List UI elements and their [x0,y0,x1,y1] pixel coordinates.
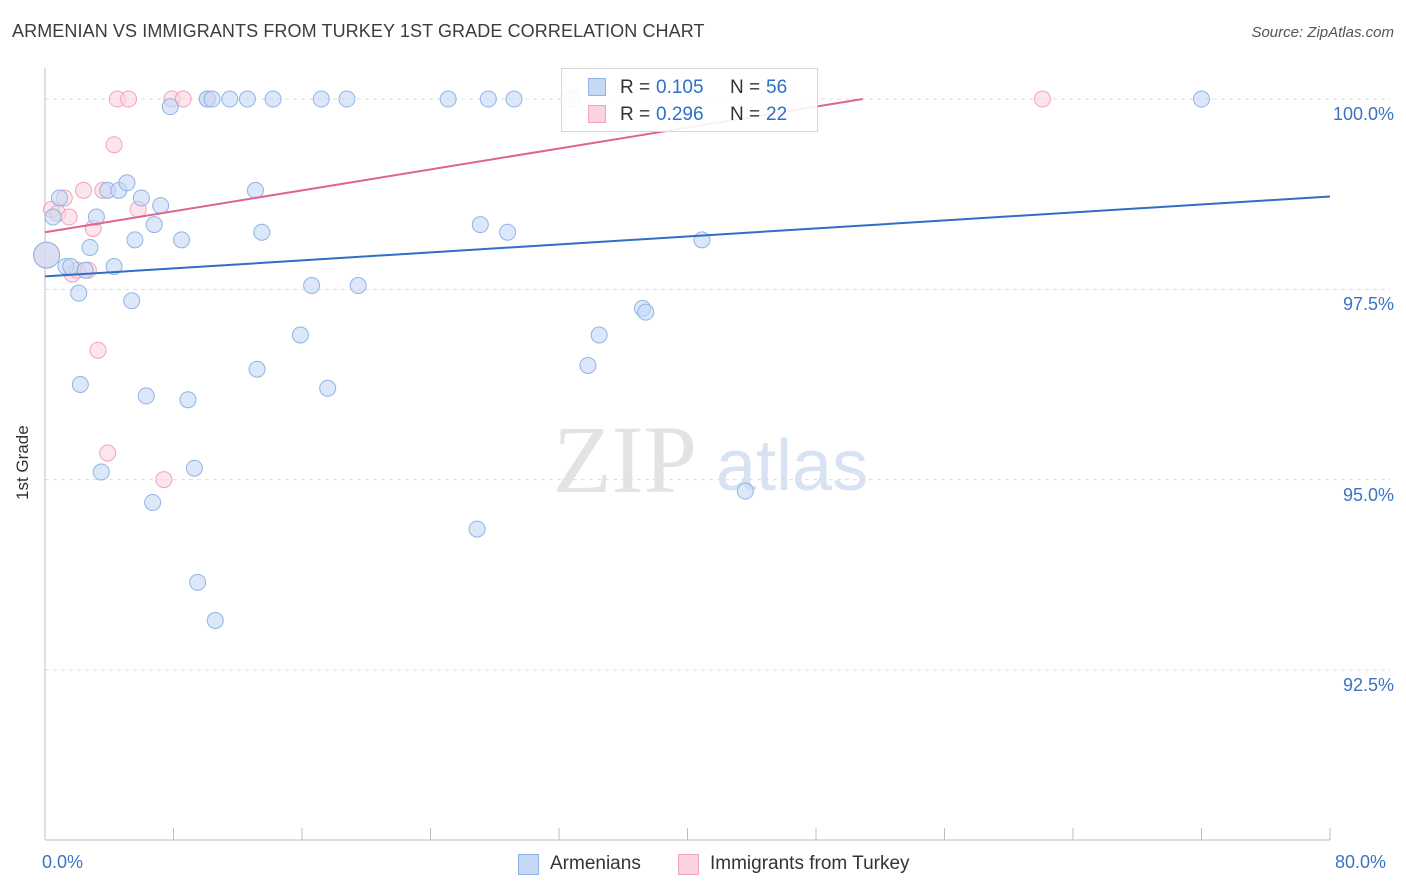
legend-swatch-armenians [588,78,606,96]
armenian-point [468,520,486,538]
armenian-point [81,238,99,256]
armenian-point [253,223,271,241]
turkey-point [89,341,107,359]
turkey-point [155,471,173,489]
armenian-point [439,90,457,108]
legend-r-label: R = [620,77,651,98]
armenian-point [238,90,256,108]
armenian-point [349,277,367,295]
legend-n-label: N = [730,104,761,125]
bottom-legend-label: Immigrants from Turkey [710,853,910,874]
armenian-point [173,231,191,249]
armenian-point [246,181,264,199]
legend-r-label: R = [620,104,651,125]
y-axis-label: 1st Grade [13,425,32,500]
bottom-legend-label: Armenians [550,853,641,874]
armenian-point [505,90,523,108]
source-note: Source: ZipAtlas.com [1251,24,1394,41]
armenian-point [248,360,266,378]
armenian-point [590,326,608,344]
armenian-point [105,257,123,275]
watermark-zip: ZIP [553,406,697,513]
armenian-point [338,90,356,108]
armenian-point [161,98,179,116]
turkey-point [105,136,123,154]
x-tick-label-max: 80.0% [1335,852,1387,872]
armenian-point [303,277,321,295]
armenian-point [471,216,489,234]
chart-title: ARMENIAN VS IMMIGRANTS FROM TURKEY 1ST G… [12,21,705,41]
turkey-point [174,90,192,108]
armenian-point [126,231,144,249]
axes [44,68,1331,841]
legend-n-label: N = [730,77,761,98]
armenian-point [118,174,136,192]
armenian-trend-line [44,195,1331,278]
y-tick-label: 95.0% [1342,484,1394,505]
turkey-point [75,181,93,199]
armenian-point [70,284,88,302]
bottom-legend-swatch-armenians [518,854,539,875]
armenian-point [50,189,68,207]
armenian-point [319,379,337,397]
y-tick-label: 100.0% [1332,104,1394,125]
armenian-point [637,303,655,321]
x-tick-label-min: 0.0% [42,852,84,872]
watermark: ZIP atlas [553,406,868,513]
armenian-point [62,257,80,275]
armenian-point [579,356,597,374]
armenian-point [189,573,207,591]
armenian-point [179,391,197,409]
y-tick-label: 97.5% [1342,294,1394,315]
armenian-point [71,375,89,393]
armenian-point [152,197,170,215]
armenian-point [44,208,62,226]
armenian-point [123,292,141,310]
armenian-point [499,223,517,241]
armenian-point [312,90,330,108]
grid-lines [45,98,1390,671]
armenian-point [87,208,105,226]
armenian-point [479,90,497,108]
armenian-point [33,241,61,269]
armenian-point [92,463,110,481]
turkey-point [120,90,138,108]
armenian-point [203,90,221,108]
armenian-points [33,90,1210,629]
legend-n-value: 22 [766,104,788,125]
armenian-point [291,326,309,344]
armenian-point [221,90,239,108]
armenian-point [264,90,282,108]
armenian-point [206,611,224,629]
armenian-point [132,189,150,207]
armenian-point [76,261,94,279]
y-tick-label: 92.5% [1342,674,1394,695]
legend-swatch-turkey [588,105,606,123]
turkey-point [99,444,117,462]
legend-r-value: 0.296 [656,104,704,125]
armenian-point [144,493,162,511]
armenian-point [185,459,203,477]
turkey-point [1033,90,1051,108]
armenian-point [736,482,754,500]
armenian-point [145,216,163,234]
stats-legend: R = 0.105 N = 56 R = 0.296 N = 22 [561,68,818,132]
armenian-point [1193,90,1210,108]
legend-n-value: 56 [766,77,788,98]
armenian-point [137,387,155,405]
bottom-legend-swatch-turkey [678,854,699,875]
turkey-point [60,208,78,226]
legend-r-value: 0.105 [656,77,704,98]
